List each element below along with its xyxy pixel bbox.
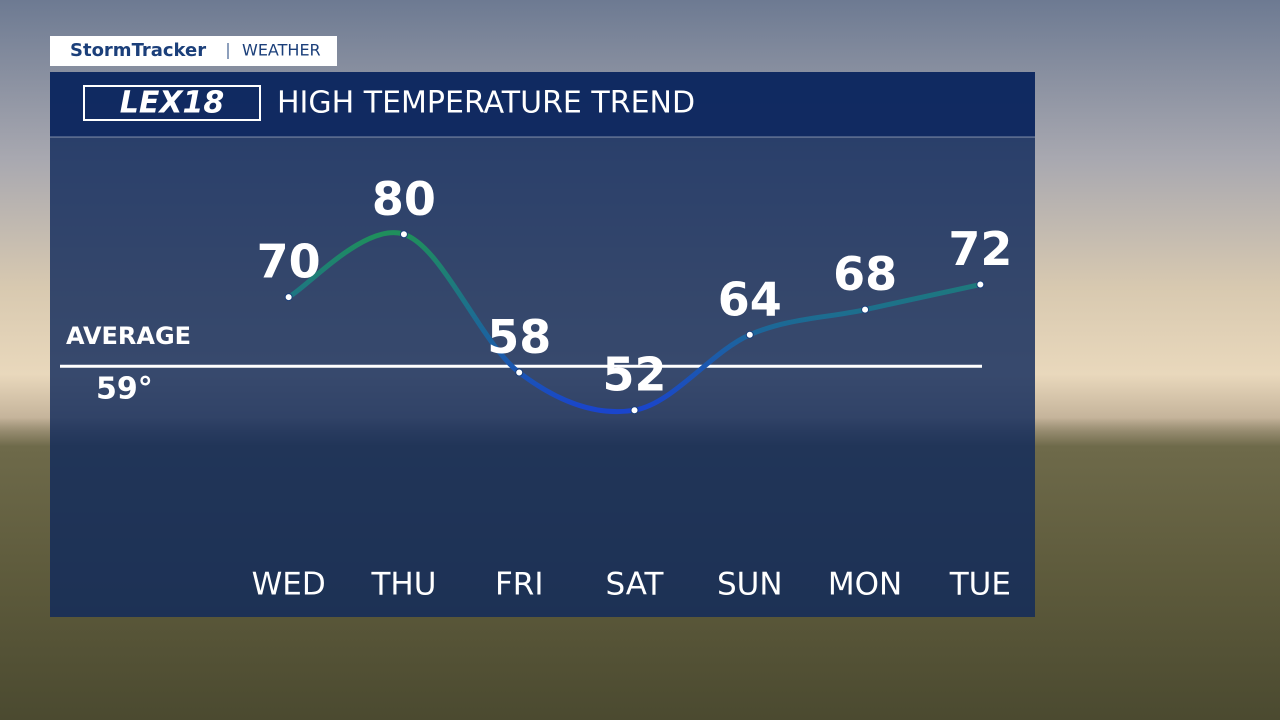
x-tick-label: FRI [495, 567, 544, 603]
logo: LEX18 [120, 86, 225, 121]
x-tick-label: SUN [717, 567, 783, 603]
value-label: 68 [833, 247, 897, 301]
point [861, 305, 870, 314]
average-label: 59° [96, 372, 153, 407]
value-label: 52 [602, 348, 666, 402]
value-label: 58 [487, 310, 551, 364]
value-label: 72 [948, 222, 1012, 276]
logo-frame [83, 85, 261, 121]
chart-title: HIGH TEMPERATURE TREND [277, 86, 695, 121]
point [630, 406, 639, 415]
header-band [50, 72, 1035, 137]
x-tick-label: MON [828, 567, 902, 603]
point [745, 330, 754, 339]
value-label: 80 [372, 172, 436, 226]
point [284, 293, 293, 302]
x-tick-label: THU [370, 567, 436, 603]
brand: StormTracker [70, 40, 206, 61]
average-title: AVERAGE [66, 322, 191, 350]
x-tick-label: WED [252, 567, 326, 603]
x-tick-label: TUE [949, 567, 1011, 603]
value-label: 64 [718, 272, 782, 326]
panel [50, 72, 1035, 617]
point [976, 280, 985, 289]
value-label: 70 [257, 235, 321, 289]
x-tick-label: SAT [606, 567, 665, 603]
point [515, 368, 524, 377]
point [399, 230, 408, 239]
brand-tag [50, 36, 337, 66]
brand-section: WEATHER [242, 41, 321, 60]
